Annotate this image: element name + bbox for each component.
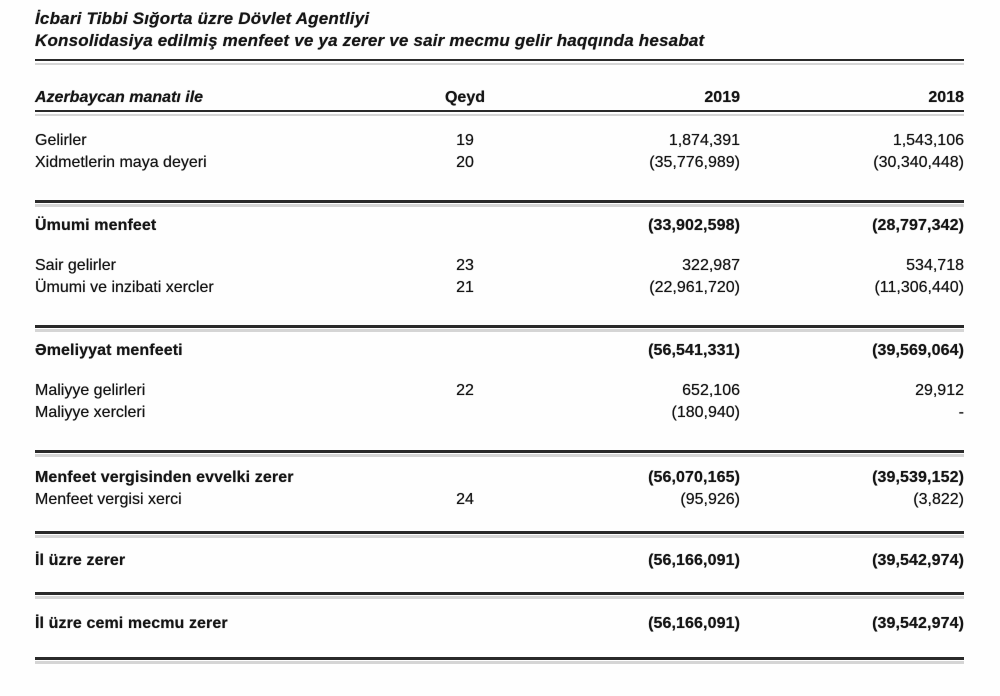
row-label: Menfeet vergisi xerci	[35, 491, 182, 508]
header-divider	[35, 110, 964, 112]
row-label: Sair gelirler	[35, 257, 116, 274]
row-label: Ümumi ve inzibati xercler	[35, 279, 214, 296]
value-2019: (95,926)	[680, 491, 740, 508]
table-row-total: Ümumi menfeet (33,902,598) (28,797,342)	[35, 215, 964, 237]
note-cell: 20	[456, 154, 474, 171]
value-2018: (28,797,342)	[872, 217, 964, 234]
value-2019: (33,902,598)	[648, 217, 740, 234]
table-row: Maliyye xercleri (180,940) -	[35, 402, 964, 424]
section-divider	[35, 657, 964, 660]
value-2018: (3,822)	[913, 491, 964, 508]
value-2018: (39,569,064)	[872, 342, 964, 359]
table-row: Xidmetlerin maya deyeri 20 (35,776,989) …	[35, 152, 964, 174]
column-header-2019: 2019	[704, 89, 740, 106]
value-2018: (39,539,152)	[872, 469, 964, 486]
table-row: Gelirler 19 1,874,391 1,543,106	[35, 130, 964, 152]
table-row-total: Menfeet vergisinden evvelki zerer (56,07…	[35, 467, 964, 489]
note-cell: 24	[456, 491, 474, 508]
value-2018: -	[958, 404, 964, 421]
row-label: Menfeet vergisinden evvelki zerer	[35, 469, 294, 486]
table-row-total: İl üzre cemi mecmu zerer (56,166,091) (3…	[35, 613, 964, 635]
section-divider	[35, 325, 964, 328]
table-header-row: Azerbaycan manatı ile Qeyd 2019 2018	[35, 89, 964, 107]
row-label: Gelirler	[35, 132, 87, 149]
value-2019: 322,987	[682, 257, 740, 274]
value-2018: 1,543,106	[892, 132, 964, 149]
value-2018: (30,340,448)	[873, 154, 964, 171]
value-2018: (39,542,974)	[872, 552, 964, 569]
note-cell: 22	[456, 382, 474, 399]
value-2019: 652,106	[682, 382, 740, 399]
value-2019: (56,166,091)	[648, 552, 740, 569]
document-title-line1: İcbari Tibbi Sığorta üzre Dövlet Agentli…	[35, 9, 370, 28]
note-cell: 19	[456, 132, 474, 149]
row-label: İl üzre cemi mecmu zerer	[35, 615, 228, 632]
row-label: İl üzre zerer	[35, 552, 126, 569]
note-cell: 23	[456, 257, 474, 274]
column-header-2018: 2018	[928, 89, 964, 106]
value-2019: (56,070,165)	[648, 469, 740, 486]
table-row: Maliyye gelirleri 22 652,106 29,912	[35, 380, 964, 402]
table-row-total: İl üzre zerer (56,166,091) (39,542,974)	[35, 550, 964, 572]
table-row: Menfeet vergisi xerci 24 (95,926) (3,822…	[35, 489, 964, 511]
table-row: Ümumi ve inzibati xercler 21 (22,961,720…	[35, 277, 964, 299]
value-2019: (56,541,331)	[648, 342, 740, 359]
value-2019: (56,166,091)	[648, 615, 740, 632]
section-divider	[35, 450, 964, 453]
table-row: Sair gelirler 23 322,987 534,718	[35, 255, 964, 277]
value-2019: (180,940)	[671, 404, 741, 421]
row-label: Maliyye gelirleri	[35, 382, 146, 399]
value-2019: (22,961,720)	[649, 279, 740, 296]
value-2018: 29,912	[915, 382, 964, 399]
row-label: Əmeliyyat menfeeti	[35, 342, 183, 359]
value-2019: (35,776,989)	[649, 154, 740, 171]
value-2018: (39,542,974)	[872, 615, 964, 632]
document-title-line2: Konsolidasiya edilmiş menfeet ve ya zere…	[35, 31, 705, 50]
row-label: Ümumi menfeet	[35, 217, 157, 234]
row-label: Xidmetlerin maya deyeri	[35, 154, 207, 171]
title-divider	[35, 59, 964, 61]
column-header-note: Qeyd	[444, 89, 485, 106]
note-cell: 21	[456, 279, 474, 296]
value-2019: 1,874,391	[668, 132, 740, 149]
table-row-total: Əmeliyyat menfeeti (56,541,331) (39,569,…	[35, 340, 964, 362]
column-header-currency: Azerbaycan manatı ile	[35, 89, 204, 106]
row-label: Maliyye xercleri	[35, 404, 146, 421]
section-divider	[35, 531, 964, 534]
section-divider	[35, 200, 964, 203]
section-divider	[35, 592, 964, 595]
value-2018: 534,718	[906, 257, 964, 274]
value-2018: (11,306,440)	[874, 279, 964, 296]
